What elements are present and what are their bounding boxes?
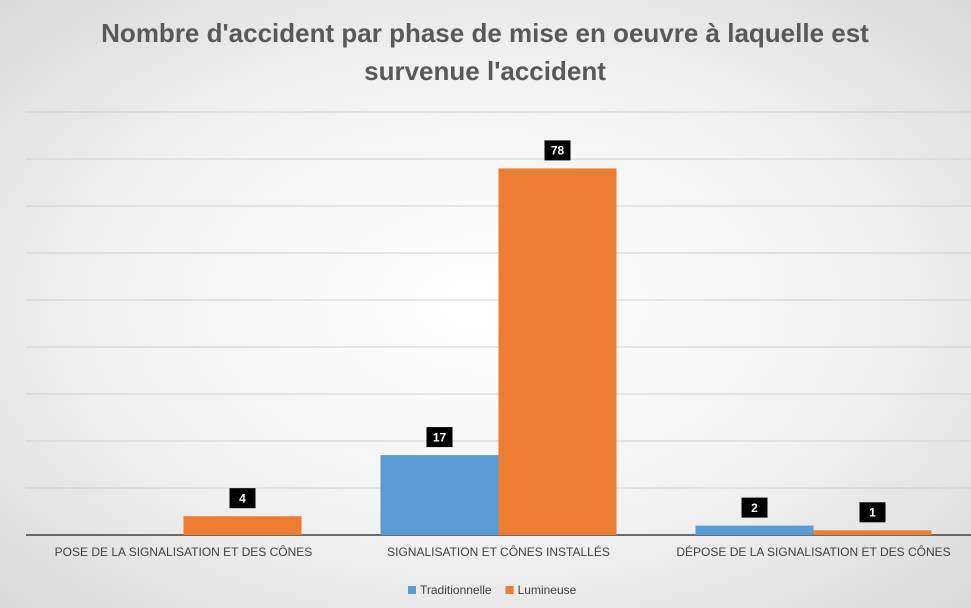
- data-label: 17: [433, 430, 447, 444]
- legend-swatch: [505, 586, 514, 594]
- data-label-box: [859, 502, 886, 523]
- legend-swatch: [408, 586, 416, 594]
- bar: [183, 516, 302, 535]
- data-label: 1: [869, 505, 876, 519]
- data-label-box: [544, 140, 571, 161]
- x-tick-label: DÉPOSE DE LA SIGNALISATION ET DES CÔNES: [676, 544, 950, 559]
- x-tick-label: POSE DE LA SIGNALISATION ET DES CÔNES: [55, 544, 313, 559]
- bar: [695, 525, 814, 535]
- data-label: 4: [239, 491, 246, 505]
- bar: [380, 455, 499, 535]
- bar: [813, 530, 932, 535]
- chart-title: Nombre d'accident par phase de mise en o…: [101, 18, 869, 86]
- legend-label: Lumineuse: [518, 583, 577, 597]
- data-label: 78: [551, 144, 565, 158]
- data-label-box: [741, 497, 768, 518]
- x-tick-label: SIGNALISATION ET CÔNES INSTALLÉS: [387, 544, 610, 559]
- legend-label: Traditionnelle: [420, 583, 492, 597]
- data-label: 2: [751, 501, 758, 515]
- data-label-box: [229, 488, 256, 509]
- data-label-box: [426, 427, 453, 448]
- bar: [498, 168, 617, 535]
